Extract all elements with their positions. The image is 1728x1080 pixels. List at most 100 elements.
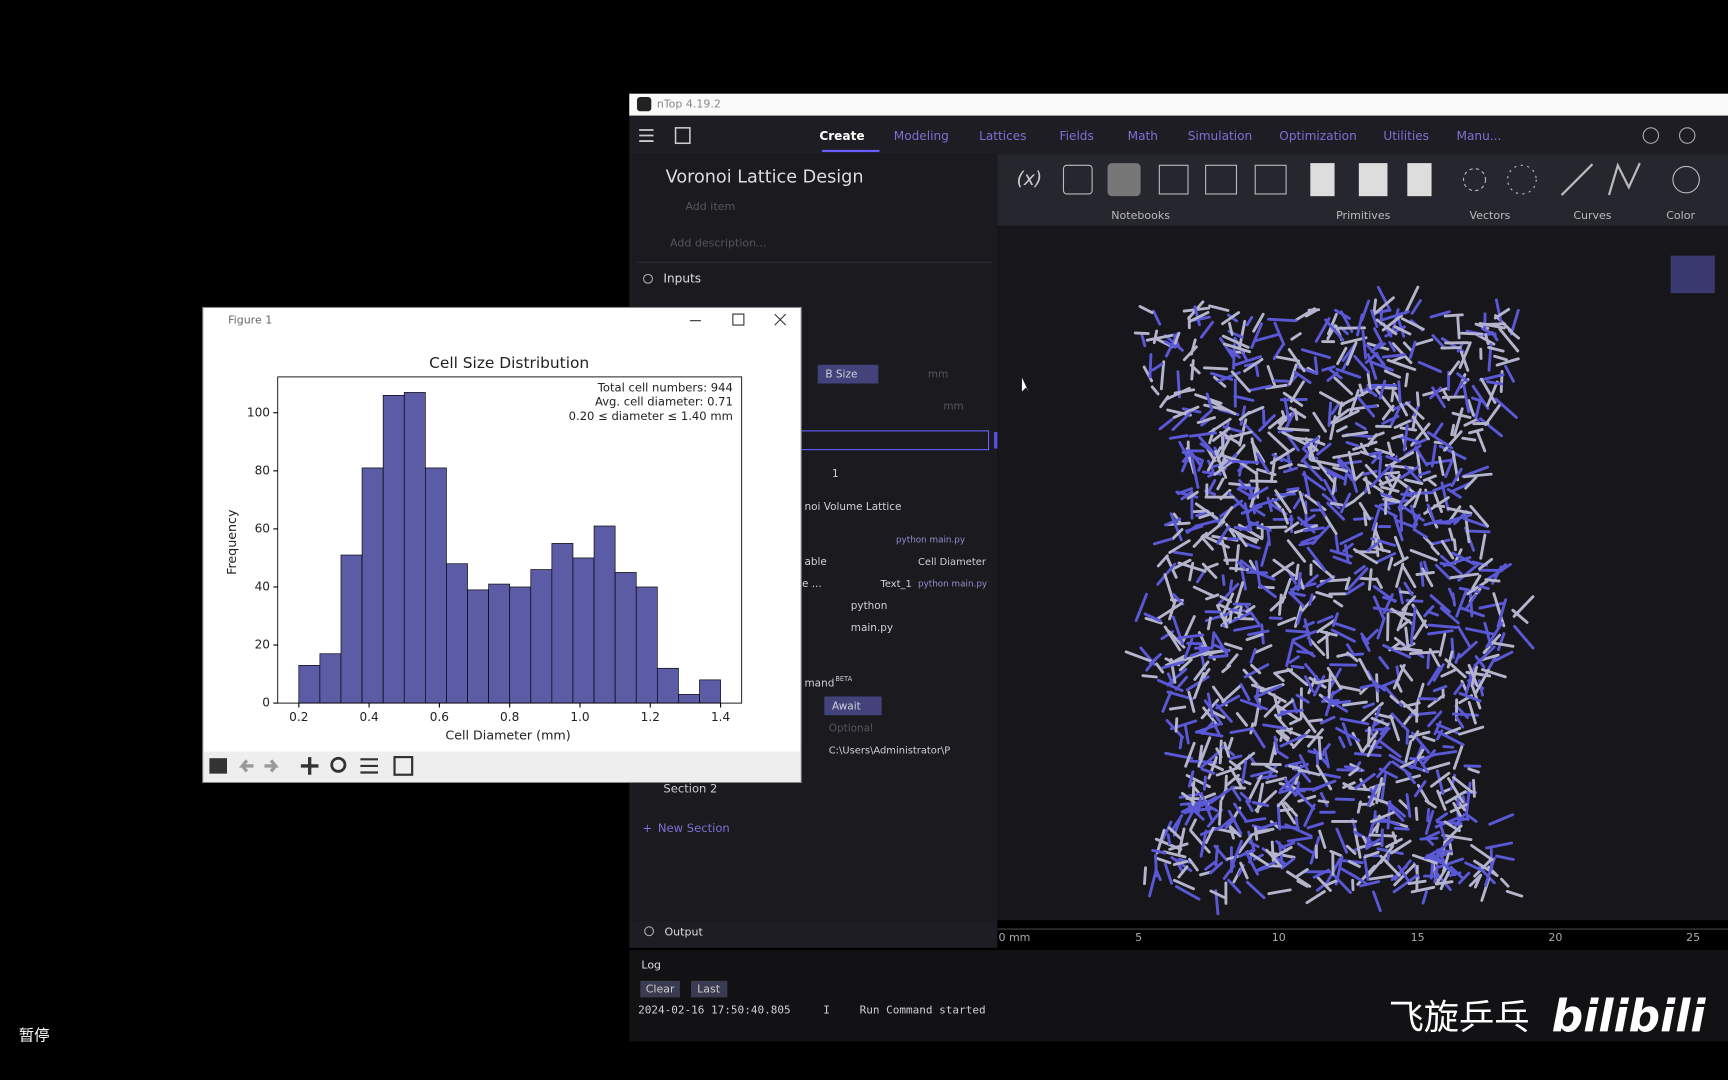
icon[interactable]: [1607, 162, 1641, 196]
forward-button[interactable]: [264, 759, 279, 773]
new-section[interactable]: +: [642, 821, 652, 835]
strut: [1421, 889, 1428, 905]
window-controls[interactable]: [689, 313, 787, 326]
strut: [1209, 889, 1227, 900]
strut: [1345, 844, 1357, 855]
strut: [1400, 317, 1425, 331]
log-tab[interactable]: Log: [641, 958, 661, 971]
icon[interactable]: [1254, 164, 1287, 195]
strut: [1168, 539, 1191, 554]
strut: [1371, 706, 1382, 730]
ribbon-group[interactable]: Notebooks: [1111, 209, 1170, 222]
strut: [1485, 841, 1514, 850]
new-section[interactable]: New Section: [658, 821, 730, 835]
strut: [1156, 554, 1169, 568]
strut: [1448, 505, 1462, 522]
strut: [1390, 712, 1410, 733]
strut: [1484, 856, 1496, 887]
button[interactable]: [640, 980, 680, 998]
strut: [1412, 619, 1427, 640]
icon[interactable]: [1407, 163, 1432, 197]
description[interactable]: Add description...: [670, 237, 767, 250]
ribbon-group[interactable]: Color: [1666, 209, 1695, 222]
strut: [1413, 780, 1427, 798]
bar: [382, 395, 405, 704]
chip[interactable]: [824, 696, 882, 716]
panel-icon[interactable]: [674, 127, 691, 145]
icon[interactable]: [1062, 164, 1093, 195]
strut: [1193, 671, 1205, 700]
help-icon[interactable]: [1642, 127, 1660, 144]
figure-window: Figure 1 Cell Size Distribution Cell Dia…: [202, 306, 802, 783]
tab[interactable]: Create: [819, 129, 864, 143]
pause-label[interactable]: 暂停: [19, 1026, 50, 1044]
strut: [1316, 501, 1327, 518]
icon[interactable]: [1205, 164, 1238, 195]
icon[interactable]: [1462, 168, 1487, 192]
strut: [1317, 799, 1330, 804]
pan-button[interactable]: [300, 757, 319, 775]
icon[interactable]: [1310, 163, 1335, 197]
config-button[interactable]: [360, 758, 378, 774]
button-label[interactable]: Last: [697, 983, 721, 996]
icon[interactable]: [1672, 165, 1700, 194]
tab[interactable]: Utilities: [1383, 129, 1429, 143]
tab[interactable]: Manu...: [1457, 129, 1502, 143]
strut: [1253, 826, 1259, 841]
icon[interactable]: [1507, 164, 1537, 195]
home-button[interactable]: [209, 758, 228, 774]
strut: [1253, 644, 1273, 655]
strut: [1279, 708, 1304, 714]
strut: [1238, 479, 1248, 491]
strut: [1143, 866, 1147, 886]
icon[interactable]: [1158, 164, 1189, 195]
strut: [1134, 592, 1148, 623]
zoom-button[interactable]: [330, 756, 347, 773]
strut: [1504, 364, 1515, 383]
strut: [1172, 512, 1182, 525]
tab[interactable]: Math: [1128, 129, 1158, 143]
strut: [1177, 865, 1189, 879]
strut: [1467, 399, 1475, 417]
icon[interactable]: [1560, 163, 1594, 196]
menu-icon[interactable]: [639, 129, 654, 142]
path-field[interactable]: C:\Users\Administrator\P: [829, 745, 951, 756]
strut: [1451, 411, 1472, 419]
strut: [1490, 641, 1515, 648]
strut: [1322, 743, 1331, 754]
ribbon-group[interactable]: Primitives: [1336, 209, 1391, 222]
button-label[interactable]: Clear: [646, 983, 675, 996]
strut: [1366, 670, 1380, 693]
account-icon[interactable]: [1678, 127, 1696, 144]
tab[interactable]: Fields: [1060, 129, 1094, 143]
ribbon-group[interactable]: Vectors: [1470, 209, 1511, 222]
strut: [1315, 875, 1332, 892]
figure-title: Figure 1: [228, 314, 272, 327]
strut: [1474, 668, 1490, 695]
variable-icon[interactable]: (x): [1016, 169, 1042, 190]
tab[interactable]: Lattices: [979, 129, 1026, 143]
chip[interactable]: [817, 364, 879, 384]
strut: [1402, 565, 1417, 589]
strut: [1140, 332, 1147, 348]
add-item[interactable]: Add item: [685, 200, 735, 213]
strut: [1458, 640, 1478, 659]
save-button[interactable]: [393, 755, 414, 776]
icon[interactable]: [1107, 163, 1141, 197]
strut: [1298, 709, 1317, 734]
tab[interactable]: Modeling: [894, 129, 949, 143]
strut: [1395, 774, 1421, 784]
strut: [1145, 333, 1176, 342]
ribbon-group[interactable]: Curves: [1573, 209, 1611, 222]
icon[interactable]: [1358, 163, 1388, 197]
strut: [1486, 380, 1504, 386]
tab[interactable]: Optimization: [1279, 129, 1356, 143]
bar: [656, 667, 679, 704]
back-button[interactable]: [239, 759, 254, 773]
strut: [1198, 512, 1214, 520]
button[interactable]: [690, 980, 728, 998]
view-cube[interactable]: [1670, 255, 1715, 294]
strut: [1324, 690, 1335, 717]
strut: [1464, 861, 1486, 873]
tab[interactable]: Simulation: [1188, 129, 1253, 143]
